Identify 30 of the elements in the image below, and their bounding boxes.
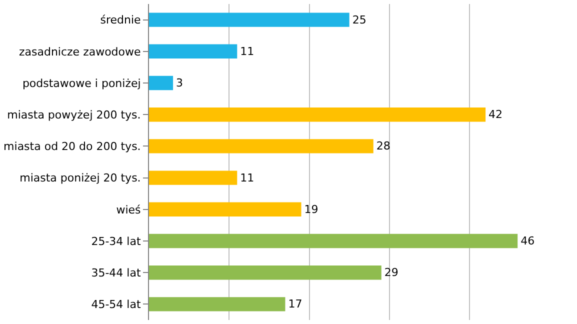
data-label: 42 <box>488 108 503 122</box>
bar <box>149 297 286 312</box>
bar <box>149 12 350 27</box>
data-label: 25 <box>352 13 366 26</box>
data-label: 3 <box>176 76 184 90</box>
data-label: 46 <box>520 234 535 248</box>
y-tick-label: 45-54 lat <box>91 298 142 312</box>
bar <box>149 234 518 248</box>
y-tick-label: średnie <box>100 14 142 27</box>
bar <box>149 139 374 154</box>
y-tick-label: podstawowe i poniżej <box>22 76 141 90</box>
data-label: 11 <box>240 44 254 58</box>
y-tick-label: miasta powyżej 200 tys. <box>7 108 141 122</box>
y-tick-label: miasta od 20 do 200 tys. <box>4 140 141 154</box>
bar <box>149 170 238 185</box>
bar <box>149 202 302 217</box>
bar <box>149 44 238 59</box>
data-label: 11 <box>240 171 254 184</box>
bar <box>149 76 174 90</box>
data-label: 29 <box>384 266 398 280</box>
bar <box>149 107 486 122</box>
data-label: 19 <box>304 202 318 216</box>
bar <box>149 265 382 280</box>
y-tick-label: 35-44 lat <box>91 266 142 280</box>
data-label: 17 <box>288 298 302 311</box>
y-tick-label: 25-34 lat <box>91 234 142 248</box>
y-tick-label: miasta poniżej 20 tys. <box>20 172 141 185</box>
data-label: 28 <box>376 140 390 153</box>
y-tick-label: zasadnicze zawodowe <box>18 45 142 58</box>
y-tick-label: wieś <box>116 203 142 216</box>
